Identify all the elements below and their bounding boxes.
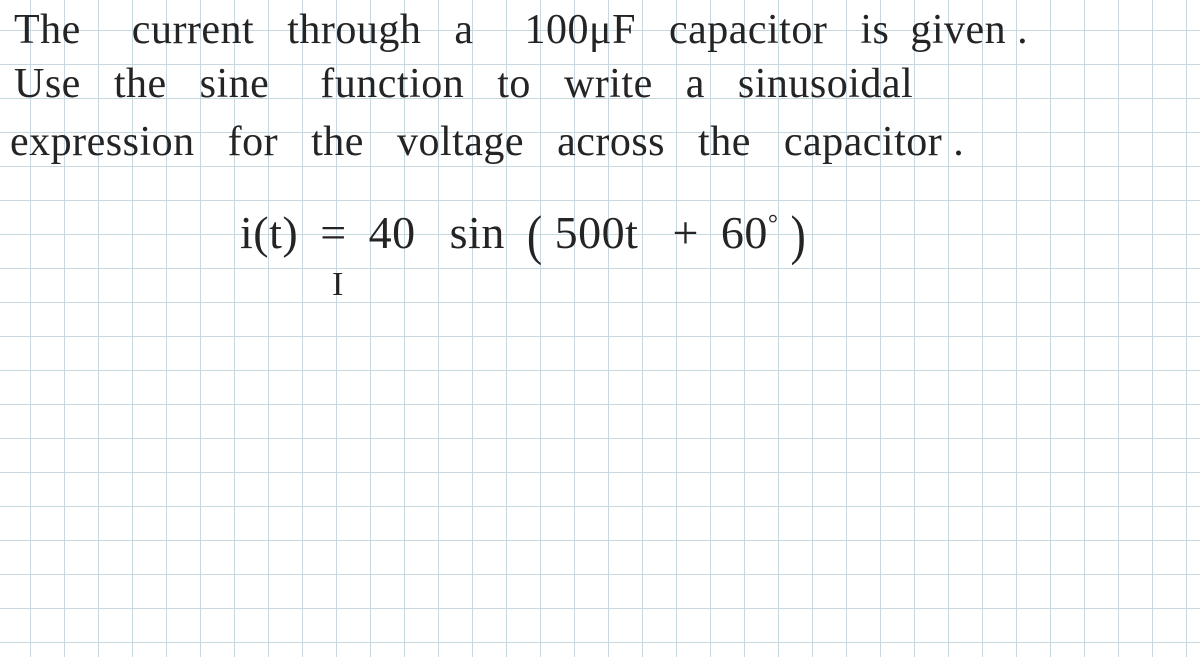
- word: Use: [14, 60, 81, 108]
- word: a: [686, 60, 705, 108]
- eq-function: sin: [450, 206, 505, 259]
- word: current: [132, 6, 254, 54]
- word: write: [564, 60, 653, 108]
- word: .: [953, 118, 964, 166]
- word: The: [14, 6, 81, 54]
- eq-arg1: 500t: [555, 206, 639, 259]
- eq-plus: +: [672, 206, 698, 259]
- word: sinusoidal: [738, 60, 913, 108]
- word: capacitor: [784, 118, 942, 166]
- word: given: [910, 6, 1006, 54]
- word: voltage: [397, 118, 524, 166]
- word: 100μF: [525, 6, 636, 54]
- eq-lparen: (: [527, 203, 543, 267]
- word: through: [287, 6, 421, 54]
- word: sine: [200, 60, 270, 108]
- word: is: [860, 6, 889, 54]
- eq-amplitude: 40: [369, 206, 416, 259]
- word: expression: [10, 118, 195, 166]
- word: the: [698, 118, 751, 166]
- word: to: [497, 60, 531, 108]
- word: the: [311, 118, 364, 166]
- word: across: [557, 118, 665, 166]
- eq-equals: =: [320, 206, 346, 259]
- problem-line-3: expression for the voltage across the ca…: [10, 118, 964, 166]
- word: function: [320, 60, 464, 108]
- word: a: [454, 6, 473, 54]
- word: for: [228, 118, 278, 166]
- problem-line-1: The current through a 100μF capacitor is…: [14, 6, 1028, 54]
- word: .: [1017, 6, 1028, 54]
- eq-degree: °: [768, 210, 779, 238]
- eq-lhs: i(t): [240, 206, 298, 259]
- eq-rparen: ): [791, 203, 807, 267]
- equation: i(t) = 40 sin ( 500t + 60° ): [240, 206, 806, 259]
- problem-line-2: Use the sine function to write a sinusoi…: [14, 60, 913, 108]
- i-symbol: I: [332, 266, 344, 303]
- i-annotation: I: [332, 266, 344, 304]
- word: capacitor: [669, 6, 827, 54]
- eq-arg2: 60: [721, 206, 768, 259]
- word: the: [114, 60, 167, 108]
